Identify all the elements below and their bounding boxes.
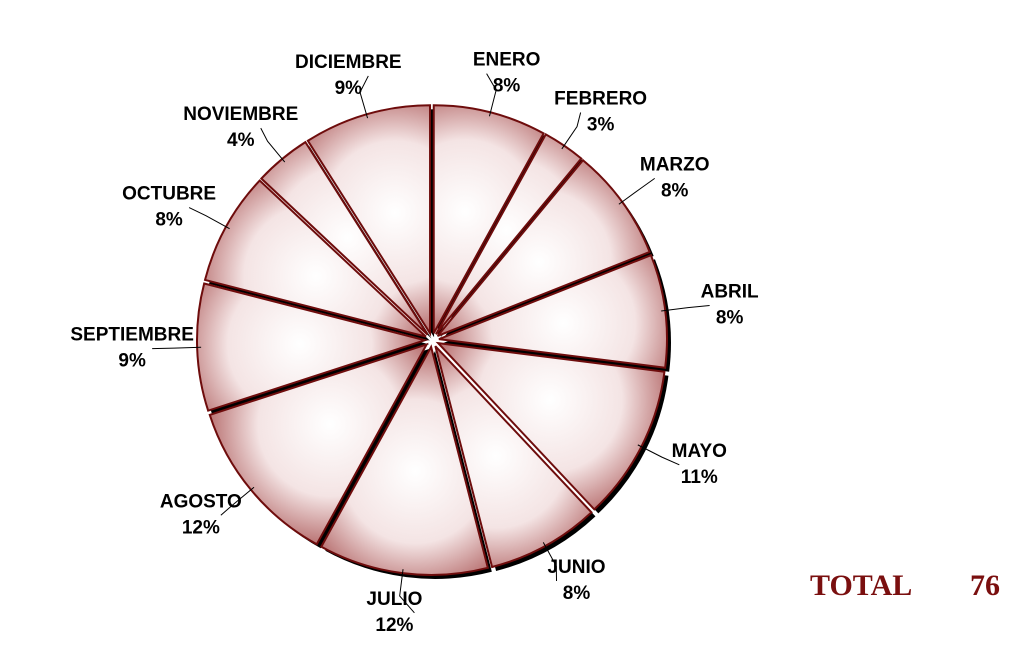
category-label: ENERO bbox=[473, 50, 541, 71]
leader-line bbox=[618, 177, 655, 205]
category-label: JUNIO bbox=[547, 557, 605, 578]
leader-line bbox=[260, 127, 286, 163]
value-label: 4% bbox=[227, 130, 255, 151]
category-label: MARZO bbox=[640, 154, 710, 175]
leader-line bbox=[359, 75, 369, 119]
value-label: 12% bbox=[182, 517, 220, 538]
category-label: ABRIL bbox=[701, 282, 759, 303]
value-label: 9% bbox=[335, 78, 363, 99]
value-label: 8% bbox=[155, 210, 183, 231]
value-label: 8% bbox=[716, 308, 744, 329]
category-label: OCTUBRE bbox=[122, 184, 216, 205]
category-label: AGOSTO bbox=[160, 491, 242, 512]
category-label: DICIEMBRE bbox=[295, 52, 402, 73]
category-label: MAYO bbox=[672, 441, 727, 462]
leader-line bbox=[188, 207, 230, 230]
total-value: 76 bbox=[970, 569, 1000, 602]
category-label: JULIO bbox=[366, 589, 422, 610]
value-label: 3% bbox=[587, 115, 615, 136]
leader-line bbox=[542, 542, 558, 581]
leader-line bbox=[486, 73, 497, 117]
total-label: TOTAL bbox=[810, 569, 912, 602]
category-label: NOVIEMBRE bbox=[183, 104, 298, 125]
category-label: SEPTIEMBRE bbox=[70, 325, 194, 346]
slices bbox=[196, 104, 668, 576]
value-label: 8% bbox=[563, 583, 591, 604]
leader-line bbox=[561, 112, 582, 150]
value-label: 8% bbox=[493, 76, 521, 97]
value-label: 12% bbox=[375, 615, 413, 636]
value-label: 11% bbox=[681, 467, 718, 488]
value-label: 9% bbox=[118, 351, 146, 372]
leader-line bbox=[220, 486, 255, 516]
leader-line bbox=[152, 346, 202, 350]
value-label: 8% bbox=[661, 180, 689, 201]
labels: ENERO 8% FEBRERO 3% MARZO 8% ABRIL 8% MAYO 11% JUN… bbox=[70, 50, 759, 636]
leader-line bbox=[661, 305, 710, 312]
leader-line bbox=[399, 569, 415, 614]
category-label: FEBRERO bbox=[554, 89, 647, 110]
leader-line bbox=[637, 444, 680, 466]
